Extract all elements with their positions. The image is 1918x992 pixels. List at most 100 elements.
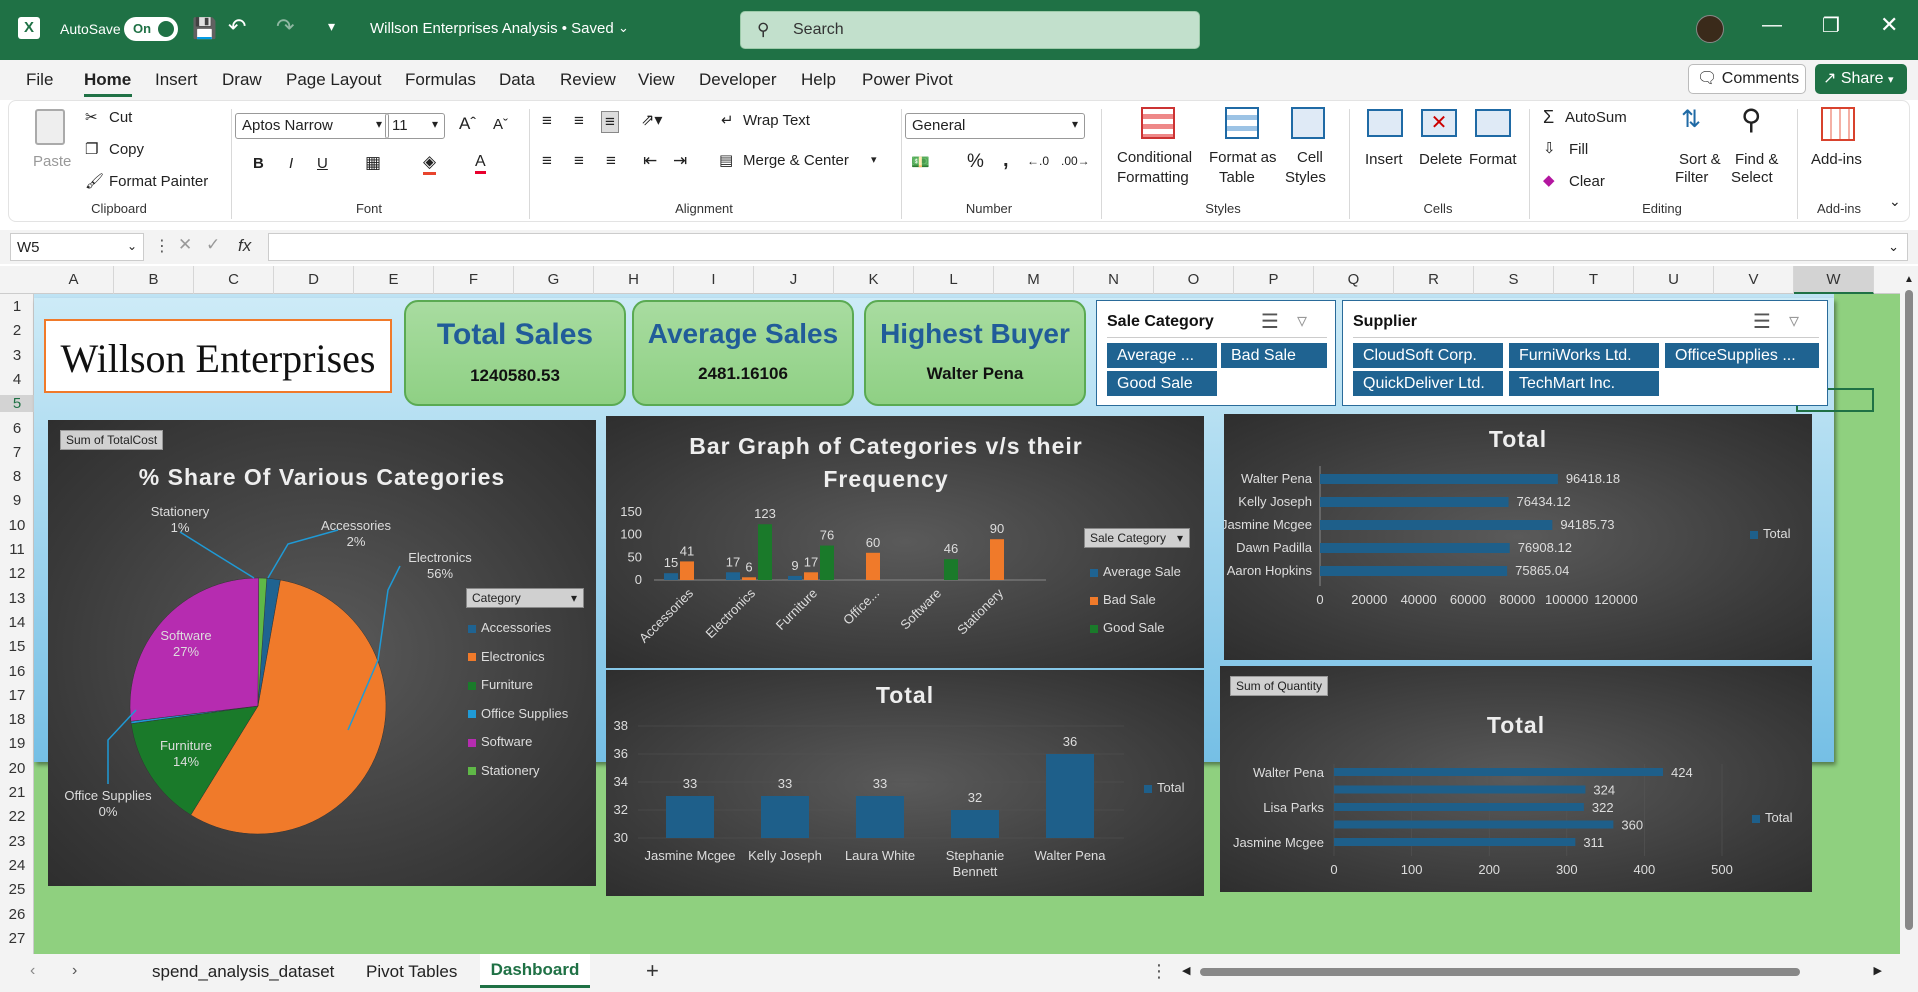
conditional-formatting-label-2[interactable]: Formatting xyxy=(1117,169,1189,186)
column-header[interactable]: H xyxy=(594,266,674,294)
tab-options-icon[interactable]: ⋮ xyxy=(1150,961,1168,981)
cell-styles-icon[interactable] xyxy=(1291,107,1325,139)
row-header[interactable]: 22 xyxy=(8,808,26,826)
row-header[interactable]: 11 xyxy=(9,541,25,558)
tab-draw[interactable]: Draw xyxy=(222,70,262,89)
delete-cells-icon[interactable]: ✕ xyxy=(1421,109,1457,137)
scroll-thumb[interactable] xyxy=(1905,290,1913,930)
addins-button[interactable]: Add-ins xyxy=(1811,151,1862,168)
conditional-formatting-label-1[interactable]: Conditional xyxy=(1117,149,1193,166)
copy-button[interactable]: Copy xyxy=(109,141,145,158)
column-header[interactable]: R xyxy=(1394,266,1474,294)
merge-center-button[interactable]: Merge & Center xyxy=(743,152,849,169)
cut-button[interactable]: Cut xyxy=(109,109,133,126)
row-header[interactable]: 4 xyxy=(12,370,22,388)
tab-developer[interactable]: Developer xyxy=(699,70,777,89)
row-header[interactable]: 25 xyxy=(8,881,26,899)
row-header[interactable]: 6 xyxy=(12,419,22,437)
column-header[interactable]: J xyxy=(754,266,834,294)
comments-button[interactable]: 🗨 Comments xyxy=(1688,64,1806,94)
align-top-icon[interactable]: ≡ xyxy=(542,111,552,130)
decrease-indent-icon[interactable]: ⇤ xyxy=(643,151,658,170)
slicer-item-good-sale[interactable]: Good Sale xyxy=(1107,371,1217,396)
column-header[interactable]: S xyxy=(1474,266,1554,294)
name-box[interactable]: W5 ⌄ xyxy=(10,233,144,261)
column-header[interactable]: Q xyxy=(1314,266,1394,294)
paste-button[interactable]: Paste xyxy=(33,153,72,170)
slicer-item-officesupplies[interactable]: OfficeSupplies ... xyxy=(1665,343,1819,368)
decrease-font-icon[interactable]: Aˇ xyxy=(493,116,508,133)
customize-toolbar-icon[interactable]: ▾ xyxy=(328,18,336,34)
decrease-decimal-icon[interactable]: .00→ xyxy=(1061,154,1090,168)
font-size-select[interactable]: 11 ▾ xyxy=(385,113,445,139)
clear-icon[interactable]: ◆ xyxy=(1543,172,1555,189)
increase-decimal-icon[interactable]: ←.0 xyxy=(1027,154,1050,168)
redo-icon[interactable]: ↷ xyxy=(276,14,295,39)
sort-filter-icon[interactable]: ⇅ xyxy=(1681,106,1702,133)
next-sheet-icon[interactable]: › xyxy=(72,962,78,979)
autosum-icon[interactable]: Σ xyxy=(1543,107,1555,127)
cut-icon[interactable]: ✂ xyxy=(85,109,98,126)
column-header[interactable]: O xyxy=(1154,266,1234,294)
find-select-label-1[interactable]: Find & xyxy=(1735,151,1779,168)
slicer-item-furniworks[interactable]: FurniWorks Ltd. xyxy=(1509,343,1659,368)
column-header[interactable]: V xyxy=(1714,266,1794,294)
row-header[interactable]: 17 xyxy=(8,686,26,704)
formula-input[interactable]: ⌄ xyxy=(268,233,1908,261)
orientation-icon[interactable]: ⇗▾ xyxy=(641,112,663,129)
conditional-formatting-icon[interactable] xyxy=(1141,107,1175,139)
column-header[interactable]: A xyxy=(34,266,114,294)
tab-insert[interactable]: Insert xyxy=(155,70,198,89)
row-header[interactable]: 18 xyxy=(8,711,26,729)
chevron-down-icon[interactable]: ▾ xyxy=(871,154,877,166)
tab-review[interactable]: Review xyxy=(560,70,616,89)
addins-icon[interactable] xyxy=(1821,107,1855,141)
insert-cells-button[interactable]: Insert xyxy=(1365,151,1403,168)
format-as-table-label-1[interactable]: Format as xyxy=(1209,149,1277,166)
slicer-item-average-sale[interactable]: Average ... xyxy=(1107,343,1217,368)
insert-function-icon[interactable]: fx xyxy=(238,236,252,255)
insert-cells-icon[interactable] xyxy=(1367,109,1403,137)
add-sheet-icon[interactable]: + xyxy=(646,958,659,983)
close-icon[interactable]: ✕ xyxy=(1880,12,1899,37)
save-icon[interactable]: 💾 xyxy=(192,18,217,40)
copy-icon[interactable]: ❐ xyxy=(85,141,99,158)
format-as-table-label-2[interactable]: Table xyxy=(1219,169,1255,186)
fill-icon[interactable]: ⇩ xyxy=(1543,140,1556,157)
format-cells-button[interactable]: Format xyxy=(1469,151,1517,168)
document-title[interactable]: Willson Enterprises Analysis • Saved xyxy=(370,20,614,37)
tab-page-layout[interactable]: Page Layout xyxy=(286,70,382,89)
field-button[interactable]: Sum of TotalCost xyxy=(60,430,164,450)
column-header[interactable]: M xyxy=(994,266,1074,294)
find-select-label-2[interactable]: Select xyxy=(1731,169,1773,186)
minimize-icon[interactable]: — xyxy=(1762,14,1782,36)
align-center-icon[interactable]: ≡ xyxy=(574,151,584,170)
row-header[interactable]: 21 xyxy=(8,784,26,801)
tab-home[interactable]: Home xyxy=(84,70,132,89)
row-header[interactable]: 9 xyxy=(12,492,22,510)
format-as-table-icon[interactable] xyxy=(1225,107,1259,139)
row-header[interactable]: 27 xyxy=(8,929,26,947)
enter-icon[interactable]: ✓ xyxy=(206,235,221,254)
column-header[interactable]: P xyxy=(1234,266,1314,294)
tab-help[interactable]: Help xyxy=(801,70,836,89)
frequency-bar-chart[interactable]: Bar Graph of Categories v/s their Freque… xyxy=(606,416,1204,668)
comma-icon[interactable]: , xyxy=(1003,149,1009,171)
tab-file[interactable]: File xyxy=(26,70,54,89)
expand-formula-icon[interactable]: ⌄ xyxy=(1888,239,1899,254)
horizontal-scrollbar[interactable]: ◀ ▶ xyxy=(1182,964,1882,980)
restore-icon[interactable]: ❐ xyxy=(1822,15,1840,37)
row-header[interactable]: 8 xyxy=(12,468,22,486)
bold-icon[interactable]: B xyxy=(253,155,264,172)
vertical-scrollbar[interactable]: ▲ xyxy=(1900,266,1918,954)
fill-button[interactable]: Fill xyxy=(1569,141,1589,158)
collapse-ribbon-icon[interactable]: ⌄ xyxy=(1889,193,1901,209)
row-header[interactable]: 12 xyxy=(8,565,26,583)
avatar[interactable] xyxy=(1696,15,1724,43)
sheet-tab-spend-analysis[interactable]: spend_analysis_dataset xyxy=(152,962,335,981)
merge-center-icon[interactable]: ▤ xyxy=(719,152,734,169)
accounting-icon[interactable]: 💵 xyxy=(911,154,930,171)
wrap-text-button[interactable]: Wrap Text xyxy=(743,112,810,129)
more-icon[interactable]: ⋮ xyxy=(154,238,170,255)
format-painter-button[interactable]: Format Painter xyxy=(109,173,209,190)
